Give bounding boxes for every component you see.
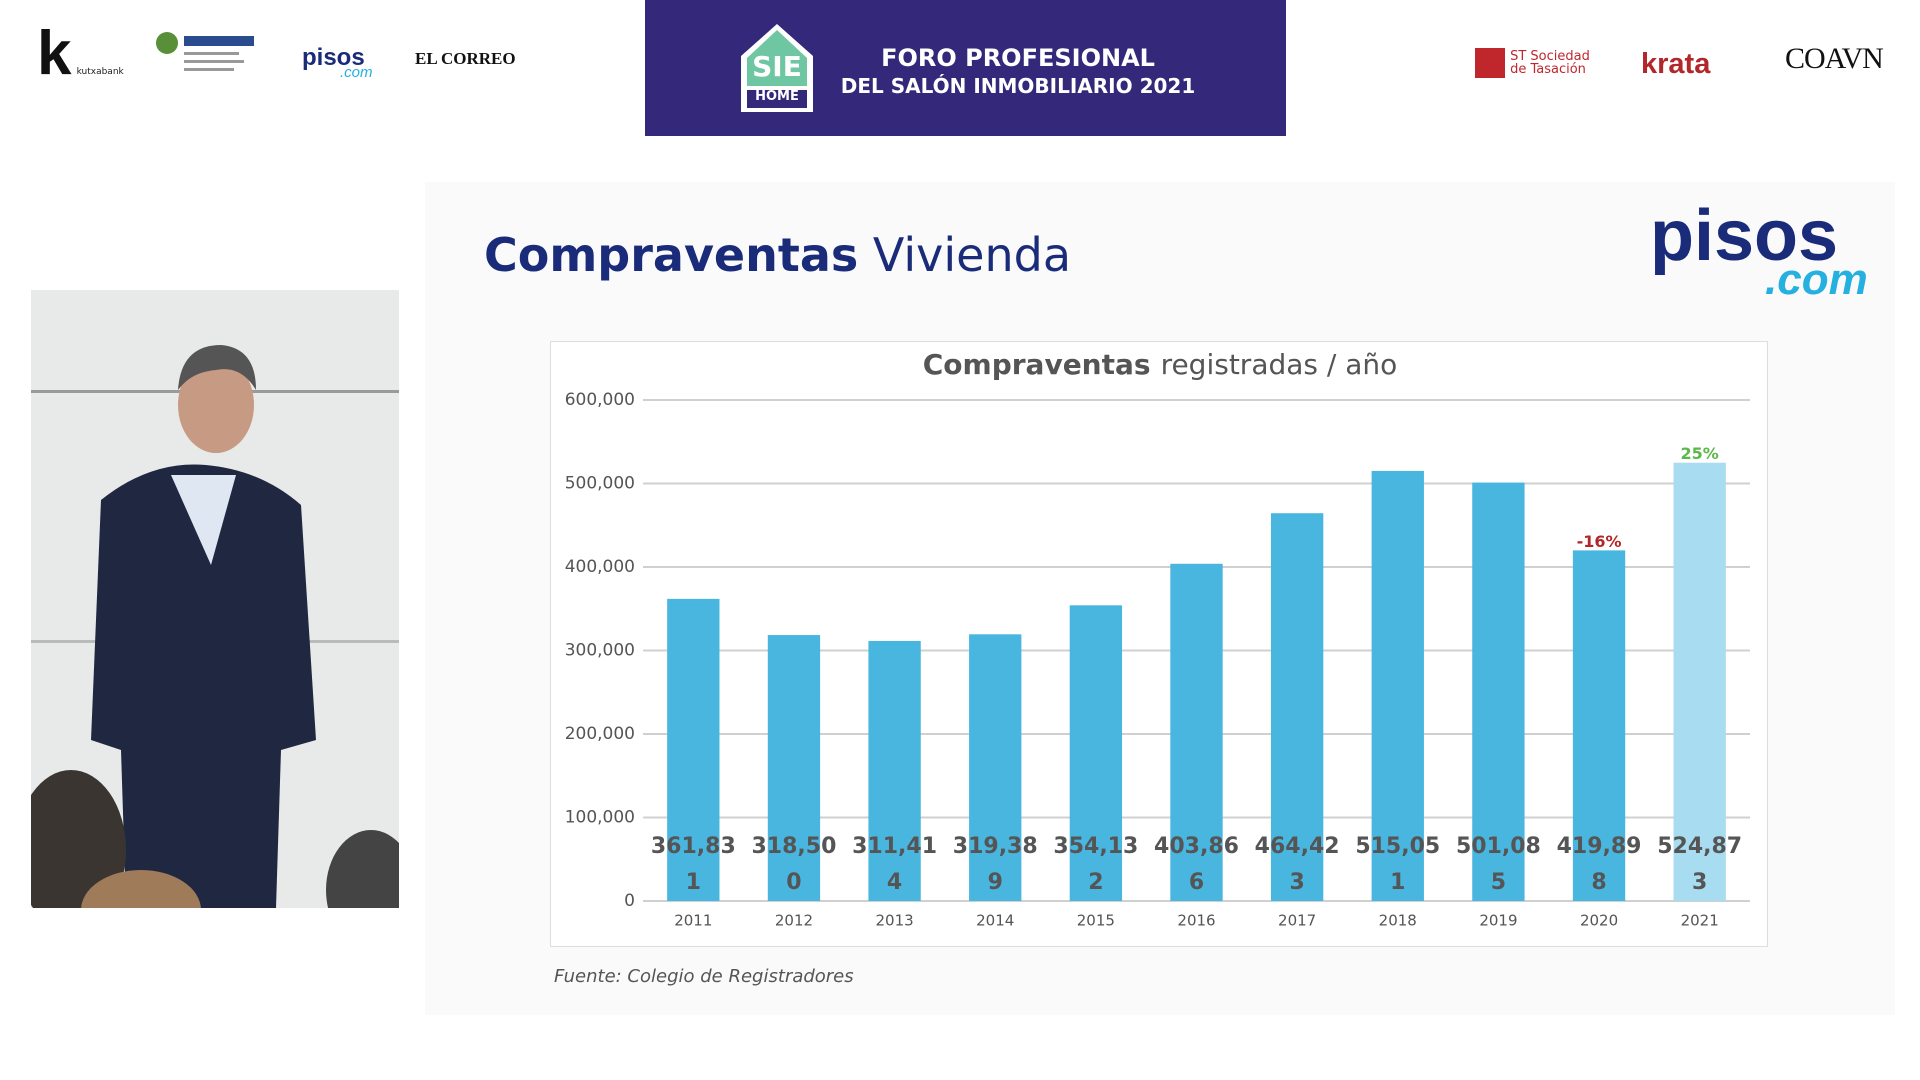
value-label: 311,414 — [852, 834, 938, 895]
y-tick-label: 300,000 — [565, 641, 635, 661]
chart-title-rest: registradas / año — [1161, 348, 1398, 381]
kutxabank-logo: k kutxabank — [37, 18, 124, 89]
shirt — [171, 475, 236, 565]
coavn-logo: COAVN — [1785, 42, 1884, 75]
y-tick-label: 0 — [624, 891, 635, 911]
logo-text: kutxabank — [76, 67, 124, 77]
value-label: 403,866 — [1154, 834, 1239, 895]
bar — [667, 598, 720, 901]
audience-head — [326, 830, 399, 908]
value-label: 354,132 — [1053, 834, 1139, 895]
value-label: 464,423 — [1254, 834, 1340, 895]
x-tick-label: 2015 — [1077, 912, 1115, 930]
st-logo: ST Sociedad de Tasación — [1475, 48, 1590, 78]
speaker-body — [91, 464, 316, 908]
logo-text: .com — [1765, 255, 1868, 304]
gov-logo — [156, 30, 256, 80]
x-tick-label: 2011 — [674, 912, 712, 930]
x-tick-label: 2013 — [875, 912, 913, 930]
y-tick-label: 100,000 — [565, 808, 635, 828]
pisos-logo-small: pisos .com — [302, 44, 373, 90]
badge-text: SIE — [752, 50, 802, 83]
chart-frame — [550, 341, 1768, 947]
y-tick-label: 500,000 — [565, 474, 635, 494]
bar — [1472, 482, 1525, 901]
bar — [1371, 470, 1424, 901]
x-tick-label: 2012 — [775, 912, 813, 930]
bar — [868, 640, 921, 901]
title-rest: Vivienda — [872, 228, 1072, 282]
x-tick-label: 2020 — [1580, 912, 1618, 930]
x-tick-label: 2016 — [1177, 912, 1215, 930]
logo-text: .com — [340, 64, 373, 81]
slide-title: Compraventas Vivienda — [484, 228, 1071, 282]
event-banner: SIE HOME FORO PROFESIONAL DEL SALÓN INMO… — [645, 0, 1286, 136]
logo-text: pisos — [1650, 196, 1839, 276]
event-subtitle: DEL SALÓN INMOBILIARIO 2021 — [840, 74, 1196, 98]
bar — [1572, 550, 1626, 901]
value-label: 515,051 — [1355, 834, 1441, 895]
bar — [1069, 605, 1123, 901]
face — [178, 357, 254, 453]
x-tick-label: 2014 — [976, 912, 1014, 930]
title-bold: Compraventas — [484, 228, 859, 282]
audience-head — [81, 870, 201, 908]
audience-head — [31, 770, 126, 908]
value-label: 419,898 — [1556, 834, 1642, 895]
sie-house-icon — [741, 24, 813, 112]
y-tick-label: 200,000 — [565, 724, 635, 744]
logo-k: k — [37, 19, 72, 88]
house-band — [747, 90, 807, 108]
chart-title: Compraventas registradas / año — [923, 348, 1398, 381]
y-tick-label: 400,000 — [565, 557, 635, 577]
x-tick-label: 2019 — [1479, 912, 1517, 930]
logo-text: de Tasación — [1510, 62, 1586, 77]
x-tick-label: 2018 — [1379, 912, 1417, 930]
elcorreo-logo: EL CORREO — [415, 49, 516, 68]
value-label: 524,873 — [1657, 834, 1743, 895]
value-label: 318,500 — [751, 834, 837, 895]
source-note: Fuente: Colegio de Registradores — [554, 966, 854, 987]
hair — [178, 345, 256, 390]
x-tick-label: 2017 — [1278, 912, 1316, 930]
annotation: 25% — [1681, 444, 1719, 463]
bar — [969, 634, 1022, 901]
bar — [1270, 513, 1324, 901]
event-title: FORO PROFESIONAL — [881, 44, 1155, 72]
house-fill — [747, 30, 807, 86]
st-mark — [1475, 48, 1505, 78]
logo-text: ST Sociedad — [1510, 49, 1590, 64]
bar — [1673, 462, 1726, 901]
speaker-video — [31, 290, 399, 908]
pisos-logo: pisos .com — [1650, 200, 1868, 316]
bar — [1170, 563, 1223, 901]
value-label: 319,389 — [952, 834, 1038, 895]
logo-text: pisos — [302, 44, 365, 71]
krata-logo: krata — [1641, 48, 1711, 80]
value-label: 501,085 — [1455, 834, 1541, 895]
y-tick-label: 600,000 — [565, 390, 635, 410]
x-tick-label: 2021 — [1681, 912, 1719, 930]
annotation: -16% — [1577, 532, 1622, 551]
bar — [767, 635, 821, 901]
badge-text: HOME — [755, 89, 799, 104]
chart-title-bold: Compraventas — [923, 348, 1151, 381]
value-label: 361,831 — [650, 834, 736, 895]
